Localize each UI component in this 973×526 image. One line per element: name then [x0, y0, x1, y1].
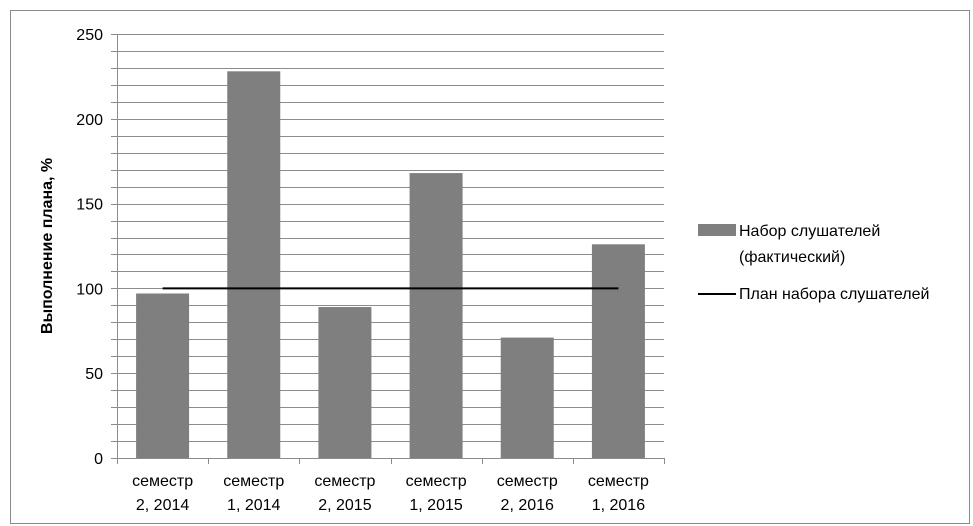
labels-layer: 0 50 100 150 200 250 Выполнение плана, % семест… [39, 27, 649, 514]
y-tick-label-200: 200 [76, 112, 103, 129]
y-tick-label-250: 250 [76, 27, 103, 44]
bar-2 [318, 307, 372, 458]
x-tick-label-3: семестр 1, 2015 [406, 473, 467, 514]
legend-label-actual: Набор слушателей (фактический) [739, 223, 880, 266]
bar-1 [227, 71, 281, 458]
bar-5 [591, 244, 645, 458]
x-tick-label-1: семестр 1, 2014 [223, 473, 284, 514]
legend-swatch-actual [698, 224, 736, 236]
y-tick-label-0: 0 [94, 451, 103, 468]
grid-layer [117, 34, 664, 442]
legend-label-plan: План набора слушателей [739, 286, 929, 303]
y-tick-label-100: 100 [76, 281, 103, 298]
x-tick-label-2: семестр 2, 2015 [314, 473, 375, 514]
axis-layer [111, 34, 665, 464]
y-axis-title: Выполнение плана, % [39, 158, 56, 334]
bar-3 [409, 173, 463, 458]
bar-0 [136, 293, 190, 458]
y-tick-label-50: 50 [85, 366, 103, 383]
bar-4 [500, 337, 554, 458]
x-tick-label-4: семестр 2, 2016 [497, 473, 558, 514]
legend: Набор слушателей (фактический) План набора… [698, 223, 929, 303]
y-tick-label-150: 150 [76, 197, 103, 214]
x-tick-label-5: семестр 1, 2016 [588, 473, 649, 514]
bars-layer [136, 71, 645, 458]
x-tick-label-0: семестр 2, 2014 [132, 473, 193, 514]
